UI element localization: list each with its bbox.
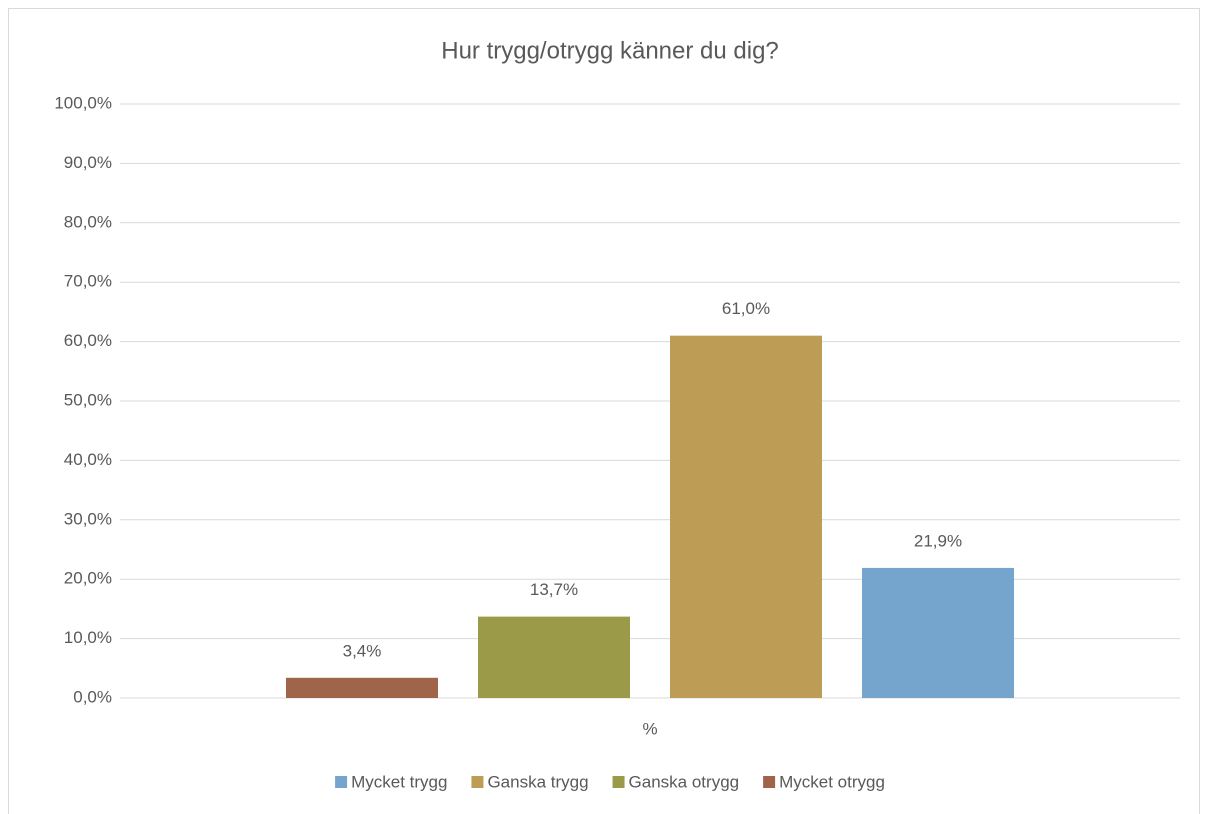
legend-swatch [612, 776, 625, 788]
y-tick-label: 80,0% [64, 212, 112, 231]
legend-swatch [763, 776, 776, 788]
legend-label: Mycket otrygg [779, 772, 885, 791]
data-label: 3,4% [343, 641, 382, 660]
data-label: 61,0% [722, 299, 770, 318]
chart-title: Hur trygg/otrygg känner du dig? [441, 37, 779, 64]
y-tick-label: 20,0% [64, 569, 112, 588]
data-label: 21,9% [914, 531, 962, 550]
y-tick-label: 60,0% [64, 331, 112, 350]
y-tick-label: 30,0% [64, 509, 112, 528]
y-tick-label: 100,0% [54, 93, 112, 112]
y-tick-label: 50,0% [64, 390, 112, 409]
y-tick-label: 70,0% [64, 272, 112, 291]
x-tick-label: % [642, 719, 657, 738]
y-tick-label: 10,0% [64, 628, 112, 647]
legend-label: Mycket trygg [351, 772, 447, 791]
bar [478, 616, 630, 698]
y-tick-label: 0,0% [73, 687, 112, 706]
legend-swatch [471, 776, 484, 788]
bar [670, 335, 822, 698]
y-tick-label: 90,0% [64, 153, 112, 172]
y-tick-label: 40,0% [64, 450, 112, 469]
legend-label: Ganska trygg [487, 772, 588, 791]
legend-swatch [335, 776, 348, 788]
bar [862, 567, 1014, 698]
bar [286, 677, 438, 698]
data-label: 13,7% [530, 580, 578, 599]
legend-label: Ganska otrygg [629, 772, 740, 791]
